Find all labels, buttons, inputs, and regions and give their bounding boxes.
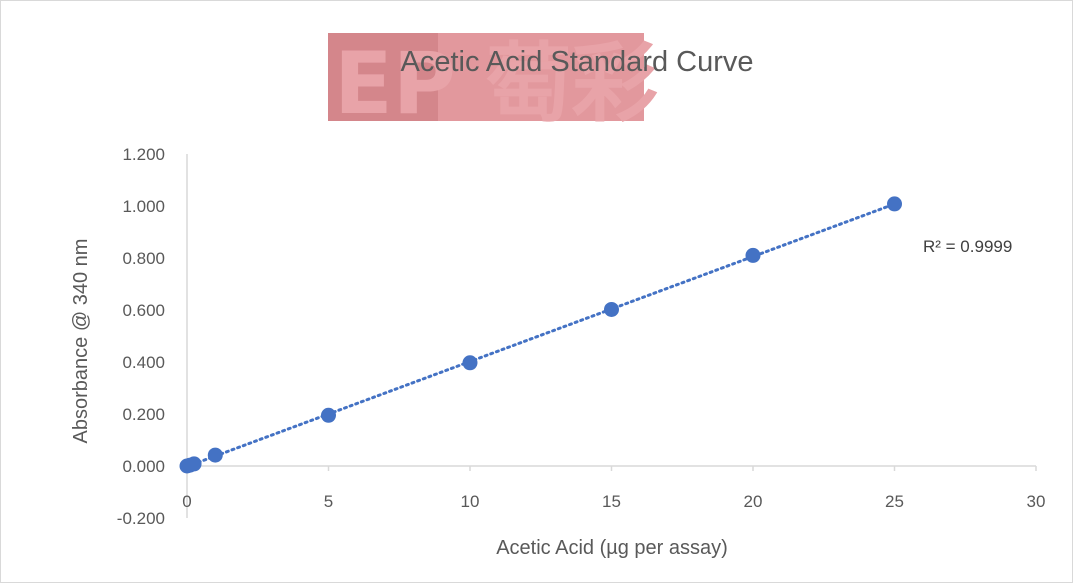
data-point (887, 196, 902, 212)
y-tick-label: 0.200 (122, 405, 165, 424)
trendline-group (185, 202, 896, 469)
data-point (462, 355, 478, 371)
x-tick-label: 15 (602, 492, 621, 511)
y-tick-label: -0.200 (117, 509, 165, 528)
data-point (207, 447, 223, 463)
watermark-text: EP 萄彩 (334, 34, 658, 134)
data-point (186, 456, 202, 472)
x-tick-label: 20 (744, 492, 763, 511)
data-point (321, 407, 336, 423)
r-squared-label: R² = 0.9999 (923, 237, 1012, 256)
x-axis-ticks: 0 5 10 15 20 25 30 (182, 466, 1045, 511)
x-tick-label: 10 (461, 492, 480, 511)
y-tick-label: 0.400 (122, 353, 165, 372)
axes (186, 154, 1036, 518)
data-point (604, 301, 619, 317)
data-point (745, 247, 761, 263)
watermark-ep-block (328, 33, 438, 121)
x-tick-label: 5 (324, 492, 333, 511)
y-tick-label: 1.000 (122, 197, 165, 216)
y-tick-label: 0.000 (122, 457, 165, 476)
data-points (179, 196, 902, 474)
y-axis-ticks: -0.200 0.000 0.200 0.400 0.600 0.800 1.000 1.20… (117, 145, 165, 528)
watermark-logo: EP 萄彩 (328, 33, 658, 134)
y-tick-label: 0.600 (122, 301, 165, 320)
x-tick-label: 25 (885, 492, 904, 511)
x-tick-label: 0 (182, 492, 191, 511)
y-axis-title: Absorbance @ 340 nm (70, 239, 92, 444)
linear-trendline (185, 202, 896, 469)
x-tick-label: 30 (1027, 492, 1046, 511)
x-axis-title: Acetic Acid (µg per assay) (496, 537, 728, 559)
y-tick-label: 1.200 (122, 145, 165, 164)
y-tick-label: 0.800 (122, 249, 165, 268)
chart-title: Acetic Acid Standard Curve (400, 46, 753, 78)
